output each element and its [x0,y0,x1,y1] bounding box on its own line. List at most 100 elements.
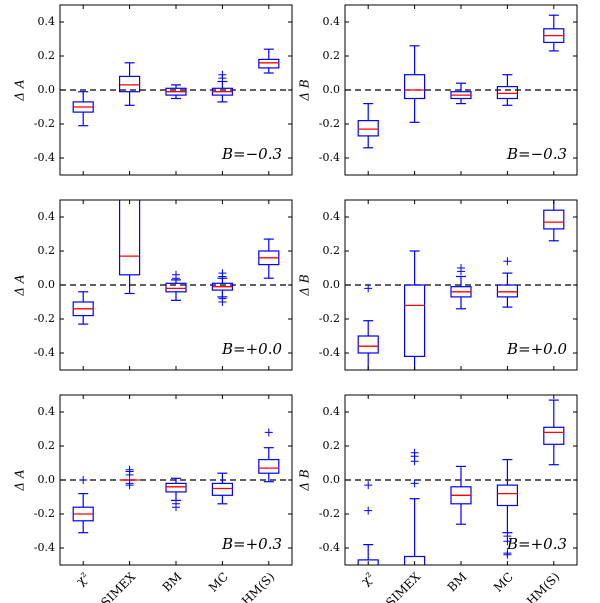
plot-area [60,428,292,534]
box [404,555,426,565]
flier [125,481,134,490]
frame [59,394,293,566]
y-tick-label: 0.0 [38,473,56,486]
y-tick-label: -0.2 [319,312,340,325]
box [496,484,518,507]
x-tick-label: SIMEX [98,569,138,603]
y-tick-label: 0.0 [38,83,56,96]
y-tick-label: 0.4 [323,15,341,28]
frame [344,199,578,371]
box [118,75,141,93]
panel: -0.4 -0.2 0.0 0.2 0.4 Δ B χ² SIMEX BM MC HM(S) B=+0… [298,394,578,603]
x-tick-label: χ² [358,570,377,589]
flier [364,506,373,515]
plot-area [345,399,577,565]
y-tick-label: 0.0 [323,278,341,291]
y-tick-label: -0.4 [34,151,55,164]
panel: -0.4 -0.2 0.0 0.2 0.4 Δ B B=+0.0 [298,199,578,371]
y-axis-label: Δ B [298,274,312,296]
x-tick-label: MC [206,570,231,595]
y-tick-label: -0.2 [319,507,340,520]
panel: -0.4 -0.2 0.0 0.2 0.4 Δ B B=−0.3 [298,4,578,176]
y-axis-label: Δ A [13,469,27,491]
flier [218,298,227,306]
frame [344,4,578,176]
y-tick-label: -0.2 [34,117,55,130]
box [357,559,379,565]
y-tick-label: 0.4 [323,405,341,418]
flier [503,550,512,559]
y-tick-label: -0.2 [34,507,55,520]
x-tick-label: HM(S) [239,570,277,603]
x-tick-label: χ² [73,570,92,589]
box [357,335,379,354]
frame [344,394,578,566]
box [496,284,518,298]
x-tick-label: HM(S) [524,570,562,603]
y-tick-label: 0.2 [38,244,56,257]
x-tick-label: BM [160,570,185,595]
box [496,85,518,100]
flier [364,481,373,490]
flier [264,428,273,437]
box [357,119,379,137]
flier [218,70,227,79]
frame [59,199,293,371]
box [165,282,187,293]
flier [457,264,465,272]
flier [364,284,373,293]
plot-area [345,14,577,149]
plot-area [60,48,292,127]
plot-area [345,200,577,370]
y-tick-label: -0.4 [34,346,55,359]
annotation: B=−0.3 [221,145,282,163]
y-tick-label: 0.2 [323,244,341,257]
annotation: B=+0.3 [221,535,282,553]
y-axis-label: Δ A [13,274,27,296]
box [404,74,426,100]
y-tick-label: -0.4 [319,151,340,164]
y-tick-label: 0.2 [38,49,56,62]
x-tick-label: SIMEX [383,569,423,603]
flier [79,476,88,484]
panel: -0.4 -0.2 0.0 0.2 0.4 Δ A B=+0.0 [13,199,293,371]
flier [172,503,180,512]
y-tick-label: 0.0 [38,278,56,291]
flier [172,270,180,279]
y-tick-label: 0.2 [323,49,341,62]
y-tick-label: 0.4 [38,210,56,223]
annotation: B=+0.3 [506,535,567,553]
box [543,426,565,445]
annotation: B=+0.0 [221,340,282,358]
y-tick-label: -0.2 [34,312,55,325]
flier [410,479,419,488]
y-tick-label: -0.4 [319,346,340,359]
y-tick-label: -0.2 [319,117,340,130]
y-tick-label: 0.4 [38,405,56,418]
y-tick-label: 0.0 [323,83,341,96]
annotation: B=−0.3 [506,145,567,163]
box [404,284,426,358]
annotation: B=+0.0 [506,340,567,358]
flier [503,257,512,266]
panel: -0.4 -0.2 0.0 0.2 0.4 Δ A χ² SIMEX BM MC HM(S) B=+0… [13,394,293,603]
y-tick-label: -0.4 [34,541,55,554]
flier [125,470,134,479]
panel: -0.4 -0.2 0.0 0.2 0.4 Δ A B=−0.3 [13,4,293,176]
x-tick-label: BM [445,570,470,595]
y-tick-label: 0.4 [323,210,341,223]
box [165,482,187,493]
y-tick-label: 0.4 [38,15,56,28]
y-tick-label: 0.2 [323,439,341,452]
y-axis-label: Δ B [298,469,312,491]
plot-area [60,200,292,325]
frame [59,4,293,176]
y-axis-label: Δ A [13,79,27,101]
y-tick-label: 0.0 [323,473,341,486]
box [118,200,141,276]
box [543,209,565,230]
box [211,482,233,496]
x-tick-label: MC [491,570,516,595]
flier [410,457,419,466]
